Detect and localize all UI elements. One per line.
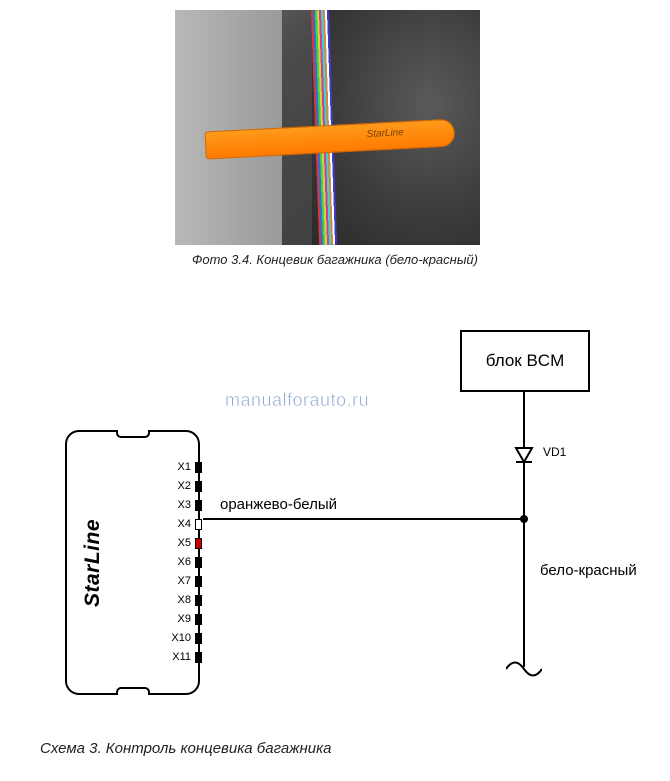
watermark-text: manualforauto.ru (225, 390, 369, 411)
pin-connector-icon (195, 538, 202, 549)
pin-label: X7 (178, 575, 191, 587)
pin-connector-icon (195, 500, 202, 511)
pin-x5: X5 (171, 536, 202, 550)
wire-orange-white-label: оранжево-белый (220, 496, 337, 513)
pin-connector-icon (195, 462, 202, 473)
pin-label: X3 (178, 499, 191, 511)
pin-connector-icon (195, 481, 202, 492)
pin-label: X5 (178, 537, 191, 549)
pin-label: X8 (178, 594, 191, 606)
pin-x7: X7 (171, 574, 202, 588)
pin-connector-icon (195, 595, 202, 606)
pin-connector-icon (195, 519, 202, 530)
wire-junction-node (520, 515, 528, 523)
pin-x4: X4 (171, 517, 202, 531)
pin-x1: X1 (171, 460, 202, 474)
photo-caption: Фото 3.4. Концевик багажника (бело-красн… (0, 252, 670, 267)
pin-connector-icon (195, 557, 202, 568)
pin-x2: X2 (171, 479, 202, 493)
pin-label: X11 (172, 651, 191, 663)
pin-label: X4 (178, 518, 191, 530)
pin-label: X9 (178, 613, 191, 625)
pin-x6: X6 (171, 555, 202, 569)
pin-x10: X10 (171, 631, 202, 645)
starline-module: StarLine X1 X2 X3 X4 X5 X6 X7 X8 X9 X10 X11 (65, 430, 200, 695)
bcm-block: блок BCM (460, 330, 590, 392)
module-pins: X1 X2 X3 X4 X5 X6 X7 X8 X9 X10 X11 (171, 460, 202, 664)
wire-orange-white (203, 518, 523, 520)
bcm-label: блок BCM (486, 351, 564, 371)
pin-label: X2 (178, 480, 191, 492)
pin-connector-icon (195, 633, 202, 644)
wire-white-red-label: бело-красный (540, 562, 637, 579)
pin-x8: X8 (171, 593, 202, 607)
pin-label: X10 (171, 632, 191, 644)
pin-connector-icon (195, 576, 202, 587)
wire-terminator-sine (506, 660, 542, 678)
wire-bcm-to-diode (523, 392, 525, 444)
pin-x9: X9 (171, 612, 202, 626)
pin-label: X6 (178, 556, 191, 568)
pin-x11: X11 (171, 650, 202, 664)
diagram-caption: Схема 3. Контроль концевика багажника (40, 740, 332, 757)
wire-diode-to-end (523, 470, 525, 667)
pin-x3: X3 (171, 498, 202, 512)
diode-vd1 (509, 442, 539, 472)
pin-label: X1 (178, 461, 191, 473)
diode-vd1-label: VD1 (543, 445, 566, 459)
module-brand: StarLine (81, 518, 105, 606)
pin-connector-icon (195, 652, 202, 663)
installation-photo (175, 10, 480, 245)
wiring-diagram: manualforauto.ru блок BCM StarLine X1X2X… (0, 300, 670, 720)
pin-connector-icon (195, 614, 202, 625)
